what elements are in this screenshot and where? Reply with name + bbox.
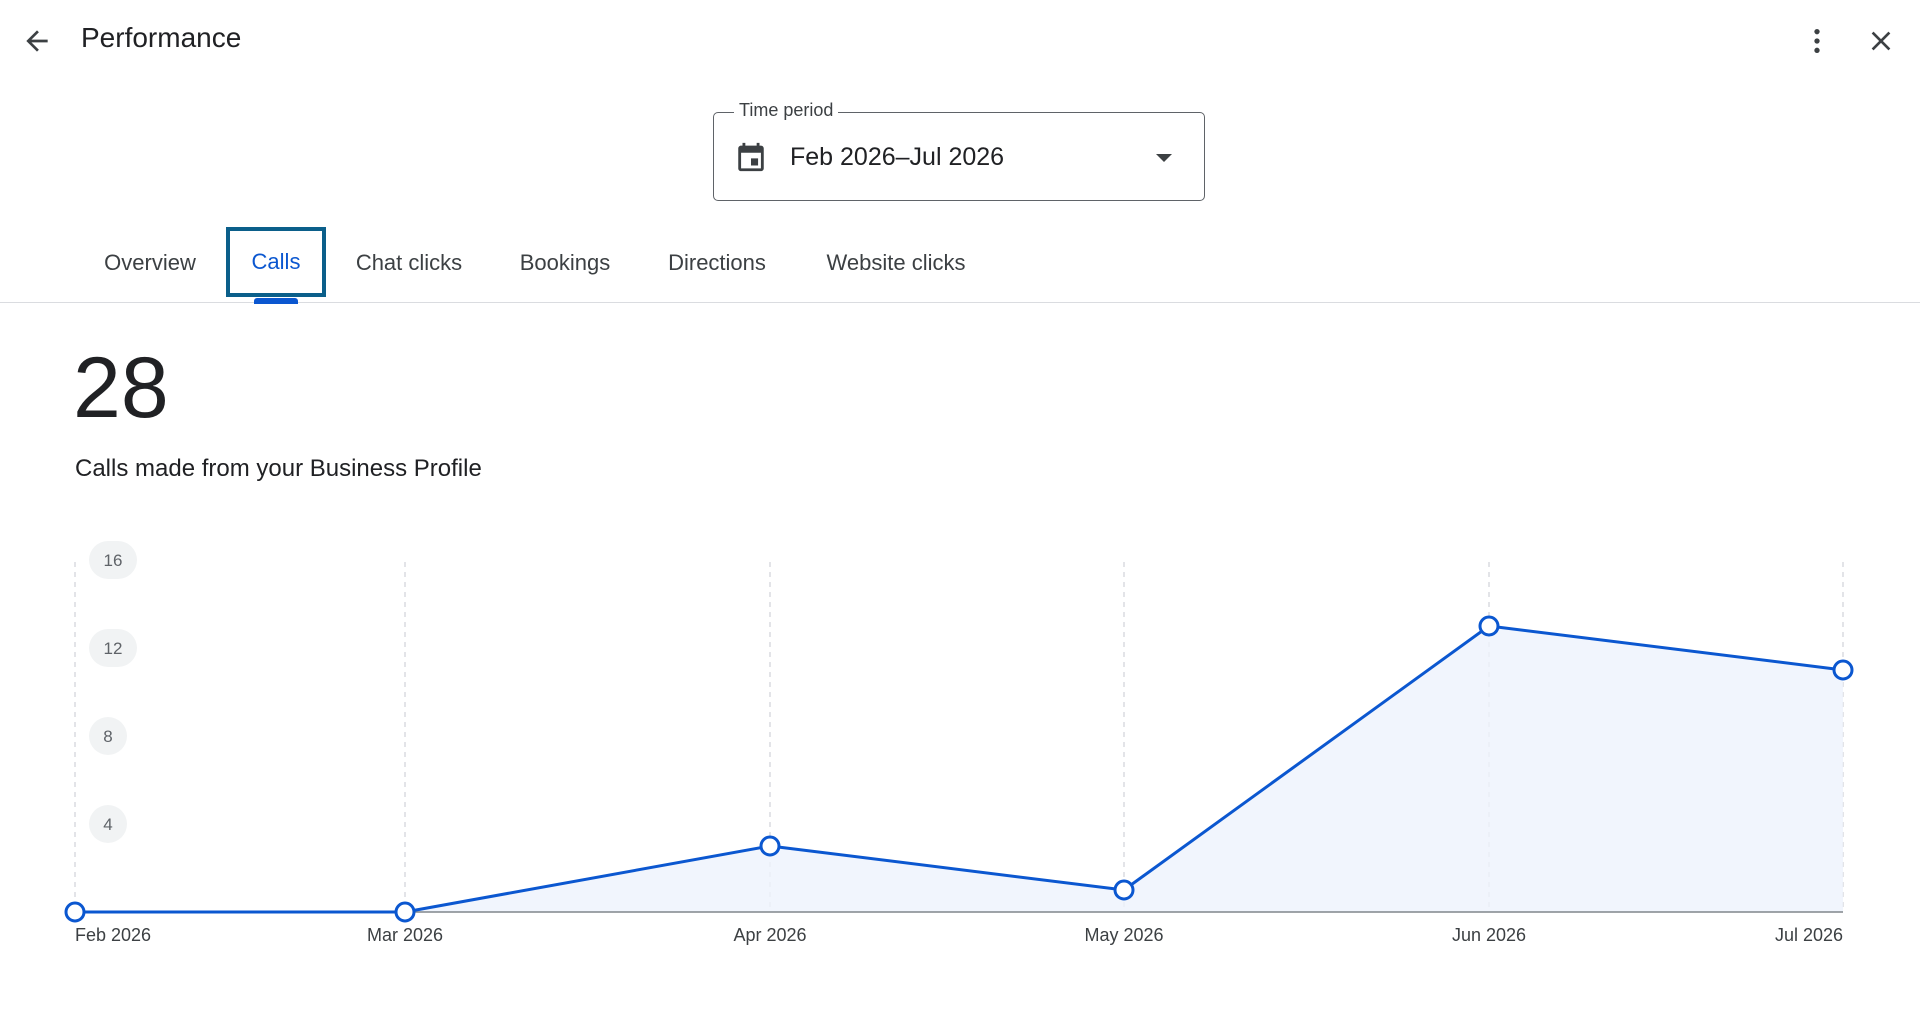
tab-calls[interactable]: Calls <box>226 227 326 297</box>
x-tick-label: Mar 2026 <box>367 925 443 945</box>
tab-directions[interactable]: Directions <box>668 250 766 275</box>
data-point <box>394 901 416 923</box>
y-tick-pill-3 <box>89 805 127 843</box>
tab-bar: Overview Calls Chat clicks Bookings Dire… <box>0 224 1920 303</box>
y-tick-pill-1 <box>89 629 137 667</box>
time-period-label: Time period <box>734 100 839 121</box>
time-period-select[interactable]: Time period Feb 2026–Jul 2026 <box>713 100 1205 201</box>
y-tick-label: 4 <box>103 815 112 834</box>
data-point <box>64 901 86 923</box>
series-line <box>75 624 1844 914</box>
calls-chart-svg: 16 12 8 4 Feb 2026 Mar 2026 Apr 2026 May 2026 Ju… <box>64 541 1854 945</box>
data-point <box>759 835 781 857</box>
y-tick-pill-0 <box>89 541 137 579</box>
page-title: Performance <box>81 22 242 53</box>
calendar-icon <box>734 139 768 180</box>
active-tab-indicator <box>254 298 298 304</box>
more-vert-icon[interactable] <box>1793 17 1841 65</box>
x-tick-label: Apr 2026 <box>733 925 806 945</box>
time-period-value: Feb 2026–Jul 2026 <box>790 143 1005 171</box>
y-tick-pill-2 <box>89 717 127 755</box>
x-tick-label: Jun 2026 <box>1452 925 1526 945</box>
x-tick-label: Jul 2026 <box>1775 925 1843 945</box>
total-calls-value: 28 <box>73 340 169 436</box>
y-tick-label: 12 <box>104 639 123 658</box>
y-tick-label: 16 <box>104 551 123 570</box>
dropdown-caret-icon <box>1154 151 1174 169</box>
calls-chart: 16 12 8 4 Feb 2026 Mar 2026 Apr 2026 May 2026 Ju… <box>0 520 1920 970</box>
x-tick-label: Feb 2026 <box>75 925 151 945</box>
x-tick-label: May 2026 <box>1084 925 1163 945</box>
tab-website-clicks[interactable]: Website clicks <box>826 250 966 275</box>
data-point <box>1113 879 1135 901</box>
total-calls-description: Calls made from your Business Profile <box>75 455 482 482</box>
arrow-back-icon[interactable] <box>13 17 61 65</box>
series-area <box>75 626 1843 912</box>
data-point <box>1478 615 1500 637</box>
tab-overview[interactable]: Overview <box>104 250 196 275</box>
close-icon[interactable] <box>1857 17 1905 65</box>
tab-chat-clicks[interactable]: Chat clicks <box>355 250 463 275</box>
y-tick-label: 8 <box>103 727 112 746</box>
tab-bookings[interactable]: Bookings <box>519 250 611 275</box>
top-bar: Performance <box>0 0 1920 84</box>
data-point <box>1832 659 1854 681</box>
